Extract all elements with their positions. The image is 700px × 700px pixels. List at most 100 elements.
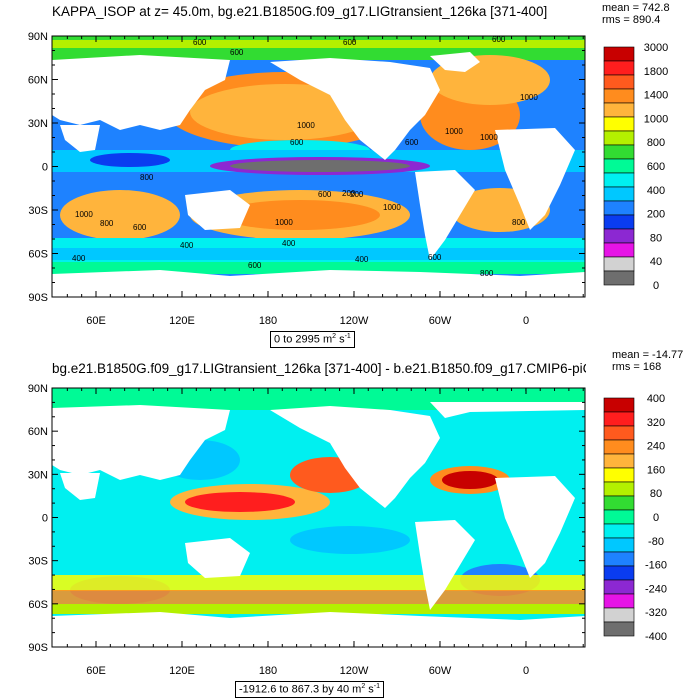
panel1-lat-label: 30S	[28, 205, 48, 217]
panel2-colorbar-swatch	[603, 481, 635, 497]
contour-label: 1000	[445, 127, 463, 136]
panel2-colorbar-swatch	[603, 537, 635, 553]
panel1-range-text: 0 to 2995	[274, 333, 320, 346]
panel1-colorbar-label: 1400	[644, 90, 668, 102]
panel2-field	[52, 388, 585, 647]
panel1-colorbar-swatch	[603, 74, 635, 90]
panel1-map: 90N 60N 30N 0 30S 60S 90S 60E 120E 180 120W 60W 0 60…	[28, 31, 668, 327]
panel2-colorbar-label: -80	[648, 536, 664, 548]
panel1-lon-label: 60W	[429, 315, 452, 327]
panel1-colorbar-swatch	[603, 46, 635, 62]
panel1-colorbar-swatch	[603, 256, 635, 272]
panel2-units-exp2: -1	[373, 683, 381, 690]
panel1-colorbar-swatch	[603, 88, 635, 104]
panel2-colorbar-label: 160	[647, 464, 665, 476]
contour-label: 400	[180, 241, 194, 250]
panel1-lat-label: 90N	[28, 31, 48, 43]
panel1-lat-label: 30N	[28, 118, 48, 130]
panel2-lon-label: 0	[523, 665, 529, 677]
contour-label: 800	[100, 219, 114, 228]
panel1-colorbar-label: 40	[650, 256, 662, 268]
panel2-colorbar: 400 320 240 160 80 0 -80 -160 -240 -320 -400	[603, 393, 667, 643]
panel2-lat-label: 30N	[28, 469, 48, 481]
panel2-lat-label: 60S	[28, 599, 48, 611]
panel1-colorbar-swatch	[603, 186, 635, 202]
panel1-colorbar-swatch	[603, 130, 635, 146]
panel2-colorbar-swatch	[603, 593, 635, 609]
contour-label: 1000	[275, 218, 293, 227]
contour-label: 1000	[480, 133, 498, 142]
panel2-range-text: -1912.6 to 867.3 by 40	[239, 683, 350, 696]
contour-label: 200	[350, 190, 364, 199]
panel1-lat-label: 0	[42, 162, 48, 174]
panel1-units-exp2: -1	[344, 333, 351, 340]
panel1-colorbar-swatch	[603, 158, 635, 174]
panel1-colorbar-swatch	[603, 144, 635, 160]
panel1-title: KAPPA_ISOP at z= 45.0m, bg.e21.B1850G.f0…	[52, 4, 548, 19]
panel1-colorbar-swatch	[603, 242, 635, 258]
panel2-range-box: -1912.6 to 867.3 by 40 m2 s-1	[235, 681, 385, 698]
panel1-lat-label: 90S	[28, 292, 48, 304]
panel2-colorbar-swatch	[603, 551, 635, 567]
panel2-colorbar-swatch	[603, 411, 635, 427]
panel2-colorbar-label: -320	[645, 607, 667, 619]
contour-label: 600	[230, 48, 244, 57]
panel2-colorbar-label: -240	[645, 583, 667, 595]
contour-label: 600	[343, 38, 357, 47]
panel2-mean: mean = -14.77	[612, 349, 684, 361]
panel2-colorbar-swatch	[603, 397, 635, 413]
panel2-units-base: m	[352, 683, 362, 696]
panel1-colorbar-label: 80	[650, 232, 662, 244]
panel1-colorbar-label: 3000	[644, 42, 668, 54]
contour-label: 400	[72, 254, 86, 263]
panel1-mean: mean = 742.8	[602, 2, 670, 14]
panel2-colorbar-swatch	[603, 425, 635, 441]
panel1-lon-label: 0	[523, 315, 529, 327]
panel2-colorbar-label: -160	[645, 560, 667, 572]
panel1-colorbar-swatch	[603, 116, 635, 132]
panel1-colorbar-label: 0	[653, 280, 659, 292]
panel2-map: 90N 60N 30N 0 30S 60S 90S 60E 120E 180 120W 60W 0 40…	[28, 383, 667, 677]
panel1-field	[52, 36, 585, 297]
panel2-lon-label: 120E	[169, 665, 195, 677]
panel1-colorbar-swatch	[603, 270, 635, 286]
panel1-lon-label: 120W	[340, 315, 369, 327]
panel1-units-base: m	[322, 333, 333, 346]
panel2-colorbar-swatch	[603, 565, 635, 581]
panel2-colorbar-swatch	[603, 453, 635, 469]
contour-label: 800	[512, 218, 526, 227]
contour-label: 1000	[383, 203, 401, 212]
panel2-colorbar-swatch	[603, 467, 635, 483]
panel1-lat-label: 60S	[28, 249, 48, 261]
panel1-colorbar-swatch	[603, 102, 635, 118]
contour-label: 400	[282, 239, 296, 248]
panel1-colorbar-swatch	[603, 228, 635, 244]
panel2-lon-label: 180	[259, 665, 277, 677]
panel2-lon-label: 120W	[340, 665, 369, 677]
panel2-colorbar-swatch	[603, 607, 635, 623]
panel2-rms: rms = 168	[612, 361, 662, 373]
panel2-lon-label: 60E	[86, 665, 106, 677]
panel2-colorbar-swatch	[603, 509, 635, 525]
panel2-lat-label: 30S	[28, 556, 48, 568]
panel2-lat-label: 90S	[28, 642, 48, 654]
panel2-lat-label: 0	[42, 513, 48, 525]
panel2-colorbar-swatch	[603, 579, 635, 595]
contour-label: 800	[140, 173, 154, 182]
panel1-colorbar-label: 200	[647, 209, 665, 221]
panel1-colorbar-swatch	[603, 60, 635, 76]
panel1-colorbar-swatch	[603, 200, 635, 216]
panel2-units-exp1: 2	[361, 683, 366, 690]
contour-label: 600	[428, 253, 442, 262]
panel1-colorbar-label: 600	[647, 161, 665, 173]
contour-label: 600	[318, 190, 332, 199]
panel1-units-exp1: 2	[332, 333, 337, 340]
panel1-colorbar-swatch	[603, 172, 635, 188]
panel2-colorbar-swatch	[603, 621, 635, 637]
contour-label: 600	[133, 223, 147, 232]
panel2-colorbar-swatch	[603, 439, 635, 455]
contour-label: 600	[248, 261, 262, 270]
panel1-colorbar-label: 400	[647, 185, 665, 197]
contour-label: 600	[492, 35, 506, 44]
